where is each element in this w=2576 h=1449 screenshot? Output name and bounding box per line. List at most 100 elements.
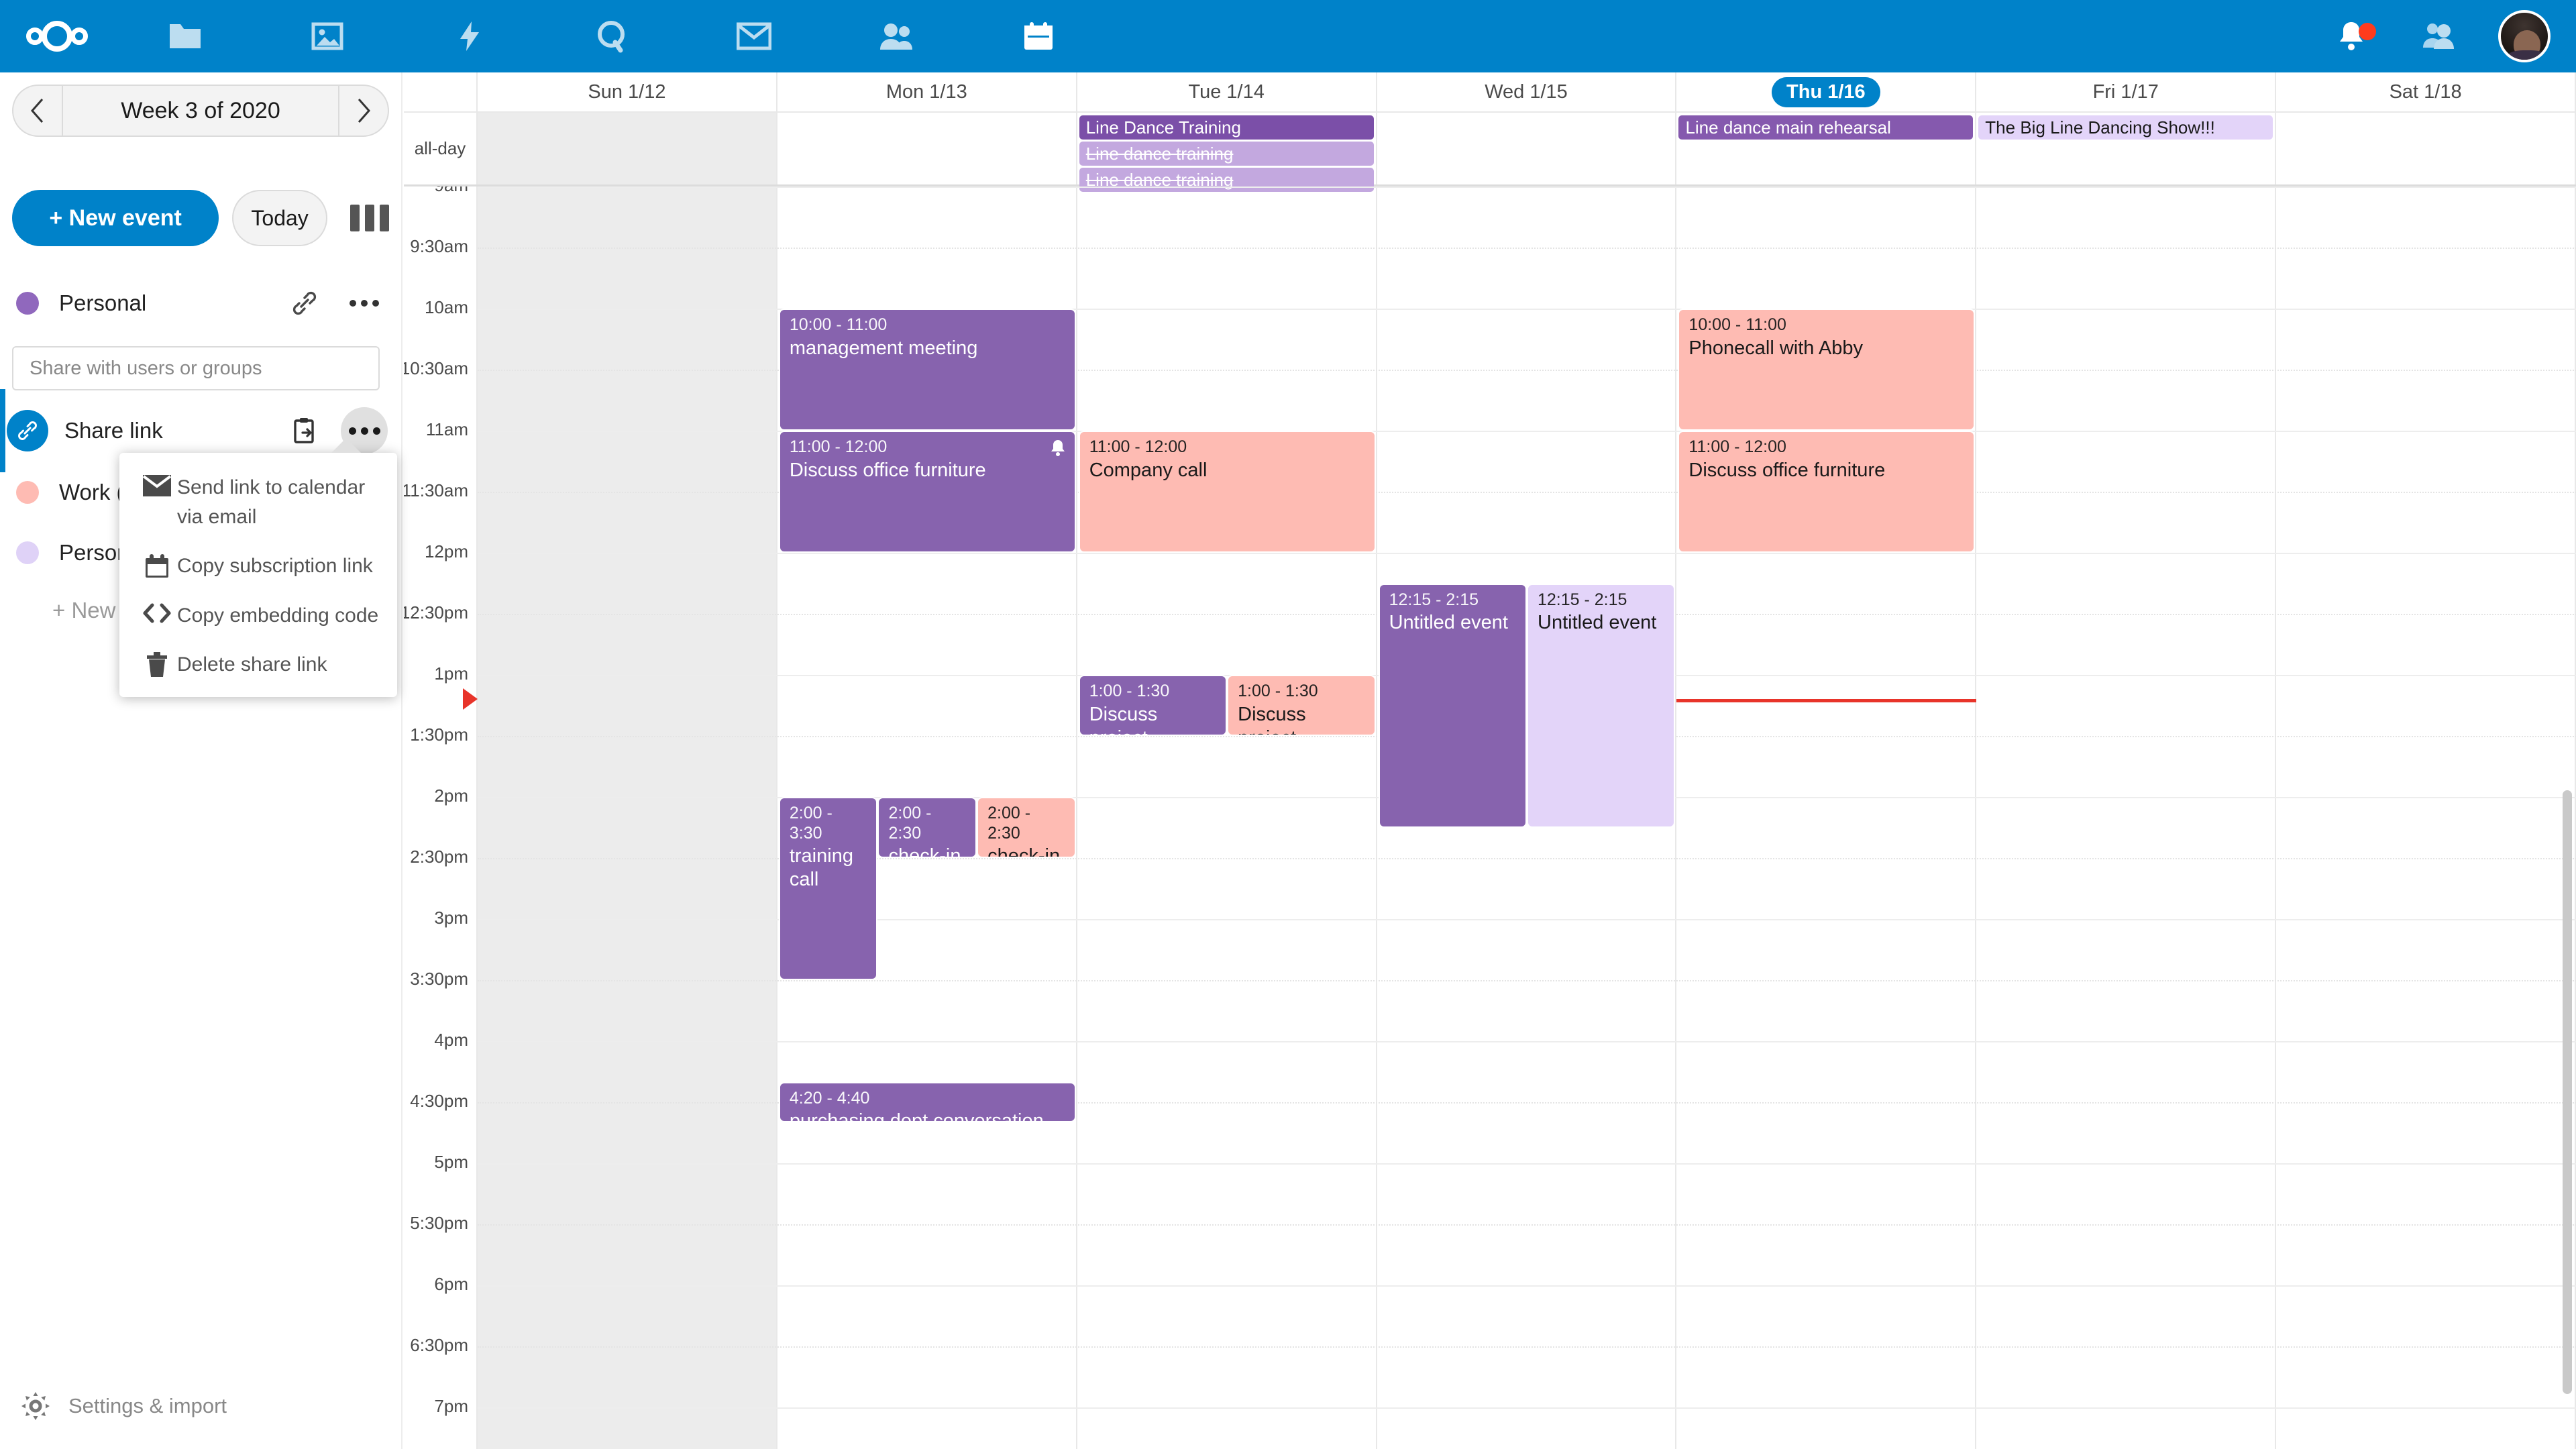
day-header-2[interactable]: Tue 1/14 xyxy=(1077,72,1377,111)
calendar-overflow-menu-button[interactable] xyxy=(341,280,388,327)
current-time-indicator xyxy=(1676,699,1977,703)
share-with-users-input[interactable]: Share with users or groups xyxy=(12,346,380,390)
calendar-event[interactable]: 12:15 - 2:15 Untitled event xyxy=(1527,583,1676,828)
grid-line xyxy=(478,858,2576,859)
calendar-item-personal[interactable]: Personal xyxy=(0,272,402,334)
link-icon[interactable] xyxy=(286,284,323,322)
contacts-icon[interactable] xyxy=(825,0,967,72)
all-day-column-3[interactable] xyxy=(1377,113,1677,184)
toolbar-buttons: + New event Today xyxy=(12,189,389,247)
day-column-1[interactable] xyxy=(777,186,1077,1449)
all-day-event[interactable]: Line Dance Training xyxy=(1079,115,1374,140)
calendar-event[interactable]: 10:00 - 11:00 Phonecall with Abby xyxy=(1678,309,1976,431)
calendar-event[interactable]: 1:00 - 1:30 Discuss project announcement xyxy=(1078,675,1228,736)
calendar-event[interactable]: 2:00 - 2:30 check-in xyxy=(977,797,1076,858)
top-navigation-bar xyxy=(0,0,2576,72)
menu-item-send-link-email[interactable]: Send link to calendar via email xyxy=(119,462,397,541)
calendar-event[interactable]: 1:00 - 1:30 Discuss project announcement xyxy=(1227,675,1376,736)
photos-icon[interactable] xyxy=(256,0,398,72)
day-column-4[interactable] xyxy=(1676,186,1977,1449)
time-label: 5pm xyxy=(434,1152,468,1172)
all-day-column-4[interactable]: Line dance main rehearsal xyxy=(1676,113,1977,184)
time-label: 6pm xyxy=(434,1274,468,1294)
files-icon[interactable] xyxy=(114,0,256,72)
day-header-1[interactable]: Mon 1/13 xyxy=(777,72,1077,111)
all-day-column-2[interactable]: Line Dance Training Line dance training Li… xyxy=(1077,113,1377,192)
time-label: 9am xyxy=(434,186,468,196)
next-week-button[interactable] xyxy=(338,86,388,136)
vertical-scrollbar[interactable] xyxy=(2563,790,2572,1394)
event-title: Discuss project announcement xyxy=(1089,703,1158,735)
all-day-column-1[interactable] xyxy=(777,113,1077,184)
time-slot: 11:30am xyxy=(404,480,476,553)
trash-icon xyxy=(137,649,177,678)
contacts-menu-icon[interactable] xyxy=(2395,0,2482,72)
calendar-event[interactable]: 11:00 - 12:00 Company call xyxy=(1078,431,1376,553)
menu-item-copy-subscription-link[interactable]: Copy subscription link xyxy=(119,541,397,590)
time-slot: 1pm xyxy=(404,663,476,736)
menu-item-label: Copy subscription link xyxy=(177,555,373,577)
day-column-0[interactable] xyxy=(478,186,777,1449)
prev-week-button[interactable] xyxy=(13,86,63,136)
time-slot: 3:30pm xyxy=(404,969,476,1041)
day-column-5[interactable] xyxy=(1976,186,2277,1449)
event-time: 11:00 - 12:00 xyxy=(1688,437,1786,456)
day-header-4[interactable]: Thu 1/16 xyxy=(1676,72,1977,111)
today-button[interactable]: Today xyxy=(232,190,327,246)
calendar-icon[interactable] xyxy=(967,0,1110,72)
menu-item-label: Delete share link xyxy=(177,653,327,676)
grid-line xyxy=(478,553,2576,554)
calendar-event[interactable]: 2:00 - 3:30 training call xyxy=(778,797,878,980)
day-column-2[interactable] xyxy=(1077,186,1377,1449)
menu-item-copy-embedding-code[interactable]: Copy embedding code xyxy=(119,590,397,640)
current-time-arrow xyxy=(463,688,478,710)
event-title: management meeting xyxy=(789,337,978,359)
all-day-column-6[interactable] xyxy=(2276,113,2576,184)
all-day-column-5[interactable]: The Big Line Dancing Show!!! xyxy=(1976,113,2277,184)
calendar-event[interactable]: 11:00 - 12:00 Discuss office furniture xyxy=(1678,431,1976,553)
nextcloud-logo[interactable] xyxy=(0,21,114,52)
time-slot: 5pm xyxy=(404,1152,476,1224)
calendar-event[interactable]: 4:20 - 4:40 purchasing dept conversation xyxy=(778,1081,1076,1123)
all-day-column-0[interactable] xyxy=(478,113,777,184)
calendar-event[interactable]: 10:00 - 11:00 management meeting xyxy=(778,309,1076,431)
day-column-6[interactable] xyxy=(2276,186,2576,1449)
day-header-axis-pad xyxy=(404,72,478,111)
all-day-event[interactable]: Line dance main rehearsal xyxy=(1678,115,1974,140)
calendar-scroll-area[interactable]: 9am 9:30am 10am 10:30am 11am 11:30am 12pm 12:30… xyxy=(404,186,2576,1449)
settings-label: Settings & import xyxy=(68,1394,227,1417)
time-label: 11am xyxy=(425,419,468,439)
day-header-0[interactable]: Sun 1/12 xyxy=(478,72,777,111)
week-view-switcher[interactable] xyxy=(350,205,389,231)
day-header-6[interactable]: Sat 1/18 xyxy=(2276,72,2576,111)
calendar-event[interactable]: 11:00 - 12:00 Discuss office furniture xyxy=(778,431,1076,553)
share-link-label: Share link xyxy=(64,418,163,443)
event-time: 4:20 - 4:40 xyxy=(789,1088,870,1108)
user-avatar[interactable] xyxy=(2498,10,2551,62)
day-header-5[interactable]: Fri 1/17 xyxy=(1976,72,2277,111)
all-day-event[interactable]: Line dance training xyxy=(1079,168,1374,192)
time-label: 1pm xyxy=(434,663,468,684)
all-day-event[interactable]: The Big Line Dancing Show!!! xyxy=(1978,115,2273,140)
calendar-event[interactable]: 12:15 - 2:15 Untitled event xyxy=(1378,583,1527,828)
mail-icon[interactable] xyxy=(683,0,825,72)
event-time: 1:00 - 1:30 xyxy=(1089,682,1170,700)
search-circle-icon[interactable] xyxy=(541,0,683,72)
time-slot: 10:30am xyxy=(404,358,476,431)
activity-icon[interactable] xyxy=(398,0,541,72)
grid-line xyxy=(478,1285,2576,1287)
calendar-week-view: Sun 1/12 Mon 1/13 Tue 1/14 Wed 1/15 Thu 1/16… xyxy=(404,72,2576,1449)
event-time: 11:00 - 12:00 xyxy=(1089,437,1187,456)
new-event-button[interactable]: + New event xyxy=(12,190,219,246)
day-column-3[interactable] xyxy=(1377,186,1677,1449)
calendar-item-personal-2[interactable]: Persona xyxy=(0,522,402,584)
day-header-3[interactable]: Wed 1/15 xyxy=(1377,72,1677,111)
settings-and-import-link[interactable]: Settings & import xyxy=(0,1379,402,1433)
share-link-context-menu: Send link to calendar via email Copy sub… xyxy=(119,438,397,697)
bell-icon[interactable] xyxy=(2308,0,2395,72)
calendar-event[interactable]: 2:00 - 2:30 check-in xyxy=(877,797,977,858)
menu-item-delete-share-link[interactable]: Delete share link xyxy=(119,639,397,689)
time-label: 6:30pm xyxy=(410,1335,468,1355)
all-day-event[interactable]: Line dance training xyxy=(1079,142,1374,166)
copy-link-icon[interactable] xyxy=(286,412,323,449)
